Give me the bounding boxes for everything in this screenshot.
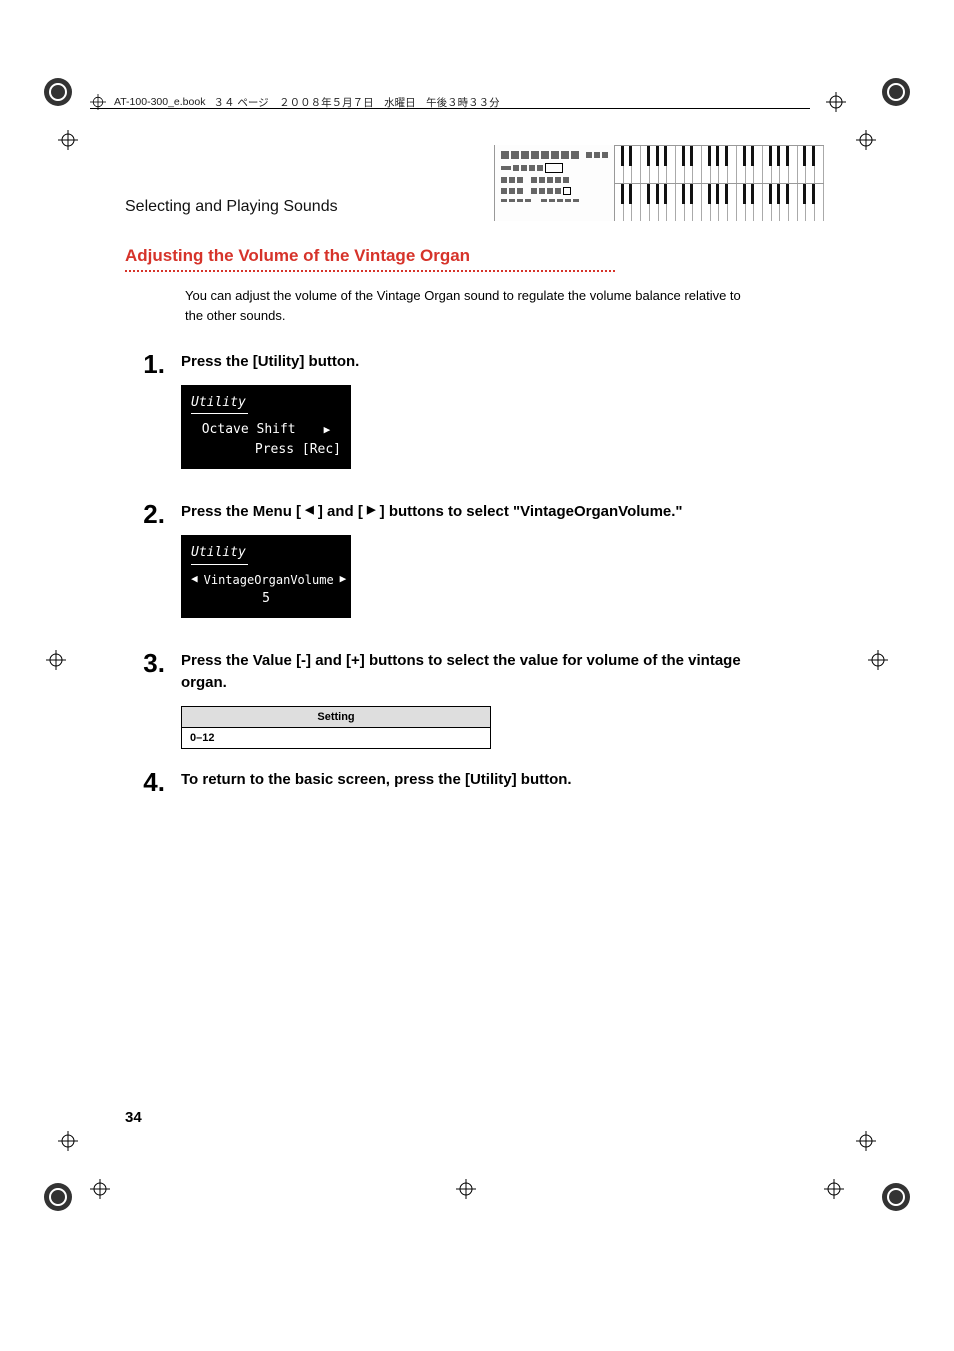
registration-mark [46, 650, 66, 670]
subheading: Adjusting the Volume of the Vintage Orga… [125, 246, 765, 266]
corner-badge [882, 78, 910, 106]
corner-badge [44, 78, 72, 106]
header-filename: AT-100-300_e.book [114, 96, 205, 108]
lcd-line: Octave Shift [202, 420, 296, 440]
page-number: 34 [125, 1109, 142, 1126]
registration-mark [58, 130, 78, 150]
registration-mark [868, 650, 888, 670]
step-1: 1. Press the [Utility] button. Utility O… [125, 351, 765, 479]
lcd-line: 5 [262, 589, 270, 609]
triangle-left-icon: ◀ [191, 571, 198, 588]
lcd-title: Utility [191, 543, 248, 565]
header-rule [90, 108, 810, 109]
step-2: 2. Press the Menu [ ◀ ] and [ ▶ ] button… [125, 501, 765, 628]
step-text: To return to the basic screen, press the… [181, 769, 765, 791]
registration-mark [58, 1131, 78, 1151]
triangle-right-icon: ▶ [340, 571, 347, 588]
keyboard-illustration [494, 145, 824, 221]
step-3: 3. Press the Value [-] and [+] buttons t… [125, 650, 765, 749]
step-text: Press the Menu [ ◀ ] and [ ▶ ] buttons t… [181, 501, 765, 523]
registration-mark [824, 1179, 844, 1199]
section-title: Selecting and Playing Sounds [125, 198, 338, 216]
registration-mark [90, 1179, 110, 1199]
lcd-title: Utility [191, 393, 248, 415]
corner-badge [44, 1183, 72, 1211]
registration-mark [856, 1131, 876, 1151]
triangle-right-icon: ▶ [367, 503, 375, 519]
registration-mark [456, 1179, 476, 1199]
step-number: 3. [125, 650, 165, 676]
dotted-rule [125, 270, 615, 272]
triangle-left-icon: ◀ [305, 503, 313, 519]
step-number: 1. [125, 351, 165, 377]
intro-text: You can adjust the volume of the Vintage… [185, 286, 745, 325]
step-4: 4. To return to the basic screen, press … [125, 769, 765, 803]
registration-mark [856, 130, 876, 150]
table-header: Setting [182, 707, 490, 728]
step-number: 4. [125, 769, 165, 795]
lcd-line: VintageOrganVolume [204, 571, 334, 589]
triangle-right-icon: ▶ [324, 422, 331, 439]
step-text: Press the [Utility] button. [181, 351, 765, 373]
lcd-line: Press [Rec] [255, 440, 341, 460]
corner-badge [882, 1183, 910, 1211]
table-cell: 0–12 [182, 728, 490, 748]
settings-table: Setting 0–12 [181, 706, 491, 749]
registration-mark [826, 92, 846, 112]
step-text: Press the Value [-] and [+] buttons to s… [181, 650, 765, 694]
lcd-screenshot: Utility ◀ VintageOrganVolume ▶ 5 [181, 535, 351, 618]
lcd-screenshot: Utility Octave Shift ▶ Press [Rec] [181, 385, 351, 470]
step-number: 2. [125, 501, 165, 527]
